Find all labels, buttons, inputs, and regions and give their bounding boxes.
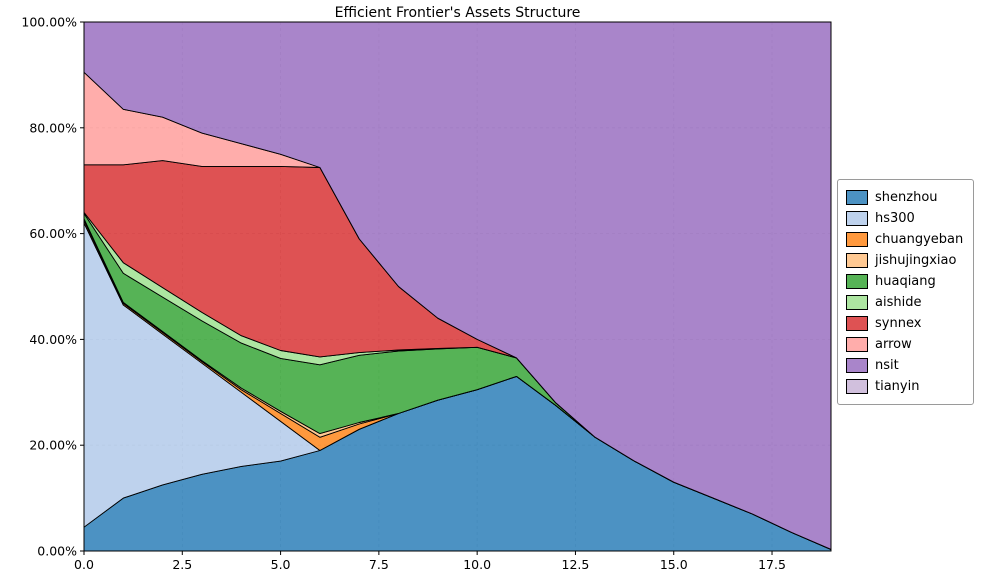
legend-swatch-arrow — [846, 337, 868, 352]
y-tick-label: 60.00% — [29, 226, 77, 241]
legend-swatch-synnex — [846, 316, 868, 331]
legend-swatch-tianyin — [846, 379, 868, 394]
x-tick-label: 15.0 — [660, 557, 688, 572]
legend-item-tianyin: tianyin — [846, 376, 963, 397]
legend-swatch-nsit — [846, 358, 868, 373]
y-tick-label: 100.00% — [21, 15, 77, 30]
x-tick-label: 7.5 — [369, 557, 389, 572]
y-tick-label: 80.00% — [29, 120, 77, 135]
legend-label-arrow: arrow — [875, 337, 912, 352]
x-tick-label: 17.5 — [758, 557, 786, 572]
legend-label-shenzhou: shenzhou — [875, 190, 938, 205]
legend-item-shenzhou: shenzhou — [846, 187, 963, 208]
x-tick-label: 12.5 — [562, 557, 590, 572]
legend-item-arrow: arrow — [846, 334, 963, 355]
legend-swatch-hs300 — [846, 211, 868, 226]
legend-item-jishujingxiao: jishujingxiao — [846, 250, 963, 271]
legend-item-aishide: aishide — [846, 292, 963, 313]
y-tick-label: 20.00% — [29, 438, 77, 453]
legend-swatch-huaqiang — [846, 274, 868, 289]
legend-item-synnex: synnex — [846, 313, 963, 334]
y-tick-label: 40.00% — [29, 332, 77, 347]
legend-item-huaqiang: huaqiang — [846, 271, 963, 292]
x-tick-label: 10.0 — [463, 557, 491, 572]
legend-swatch-shenzhou — [846, 190, 868, 205]
legend-item-hs300: hs300 — [846, 208, 963, 229]
x-tick-label: 2.5 — [172, 557, 192, 572]
legend-item-chuangyeban: chuangyeban — [846, 229, 963, 250]
legend-label-aishide: aishide — [875, 295, 922, 310]
legend-swatch-jishujingxiao — [846, 253, 868, 268]
x-tick-label: 0.0 — [74, 557, 94, 572]
legend-swatch-aishide — [846, 295, 868, 310]
legend-label-tianyin: tianyin — [875, 379, 920, 394]
legend-label-chuangyeban: chuangyeban — [875, 232, 964, 247]
legend-swatch-chuangyeban — [846, 232, 868, 247]
legend-label-hs300: hs300 — [875, 211, 915, 226]
chart-title: Efficient Frontier's Assets Structure — [334, 5, 581, 21]
legend-label-synnex: synnex — [875, 316, 922, 331]
legend: shenzhou hs300 chuangyeban jishujingxiao hua… — [837, 179, 975, 405]
legend-label-jishujingxiao: jishujingxiao — [875, 253, 957, 268]
legend-label-nsit: nsit — [875, 358, 899, 373]
plot-border — [83, 21, 832, 552]
legend-item-nsit: nsit — [846, 355, 963, 376]
x-tick-label: 5.0 — [271, 557, 291, 572]
y-tick-label: 0.00% — [37, 544, 77, 559]
legend-label-huaqiang: huaqiang — [875, 274, 936, 289]
